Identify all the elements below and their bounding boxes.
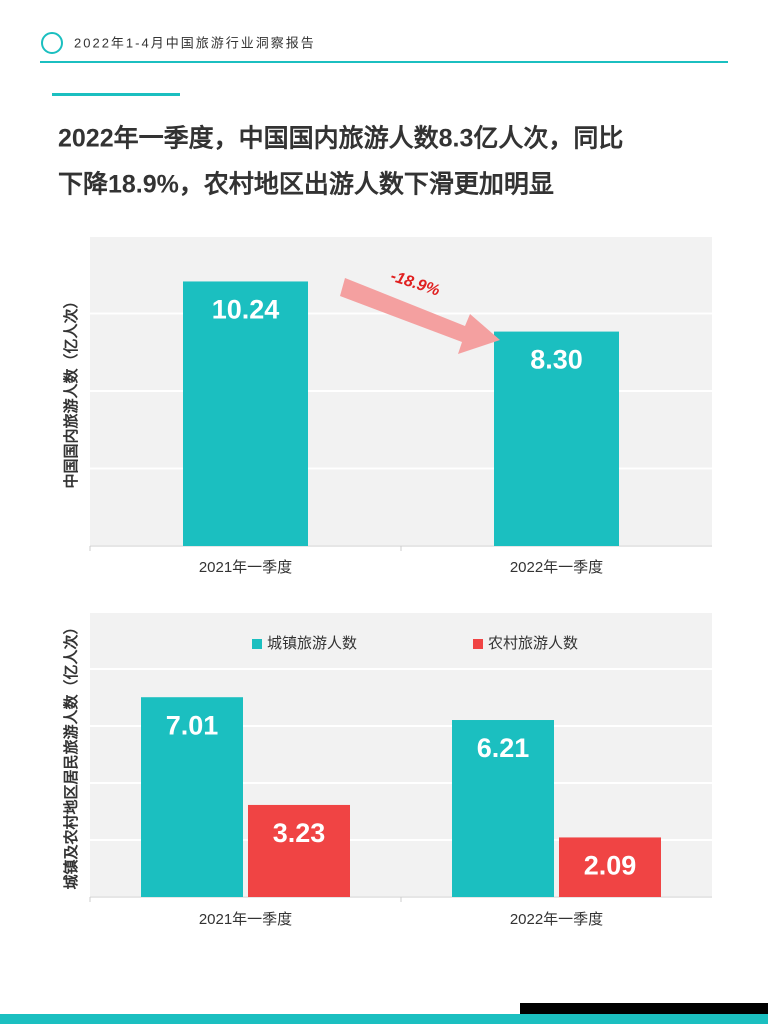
- value-label: 3.23: [273, 818, 326, 848]
- bar: [141, 697, 243, 897]
- bar: [452, 720, 554, 897]
- legend-swatch: [252, 639, 262, 649]
- value-label: 10.24: [212, 295, 280, 325]
- bar: [559, 837, 661, 897]
- y-axis-label: 城镇及农村地区居民旅游人数（亿人次）: [62, 619, 80, 889]
- legend-label: 城镇旅游人数: [267, 635, 357, 652]
- legend-label: 农村旅游人数: [488, 635, 578, 652]
- footer-accent: [520, 1003, 768, 1014]
- x-tick-label: 2022年一季度: [510, 911, 603, 928]
- value-label: 6.21: [477, 733, 530, 763]
- value-label: 7.01: [166, 710, 219, 740]
- value-label: 2.09: [584, 851, 637, 881]
- title-accent: [52, 93, 180, 96]
- legend-swatch: [473, 639, 483, 649]
- header-rule: [40, 61, 728, 63]
- x-tick-label: 2021年一季度: [199, 559, 292, 576]
- x-tick-label: 2021年一季度: [199, 911, 292, 928]
- logo: [41, 32, 63, 54]
- bar: [494, 331, 619, 546]
- title-line: 下降18.9%，农村地区出游人数下滑更加明显: [58, 171, 554, 199]
- bar: [183, 281, 308, 546]
- x-tick-label: 2022年一季度: [510, 559, 603, 576]
- bar: [248, 804, 350, 897]
- trend-arrow: [340, 278, 500, 354]
- header-text: 2022年1-4月中国旅游行业洞察报告: [74, 35, 316, 50]
- footer-bar: [0, 1014, 768, 1024]
- title-line: 2022年一季度，中国国内旅游人数8.3亿人次，同比: [58, 124, 623, 153]
- value-label: 8.30: [530, 345, 583, 375]
- y-axis-label: 中国国内旅游人数（亿人次）: [62, 293, 80, 488]
